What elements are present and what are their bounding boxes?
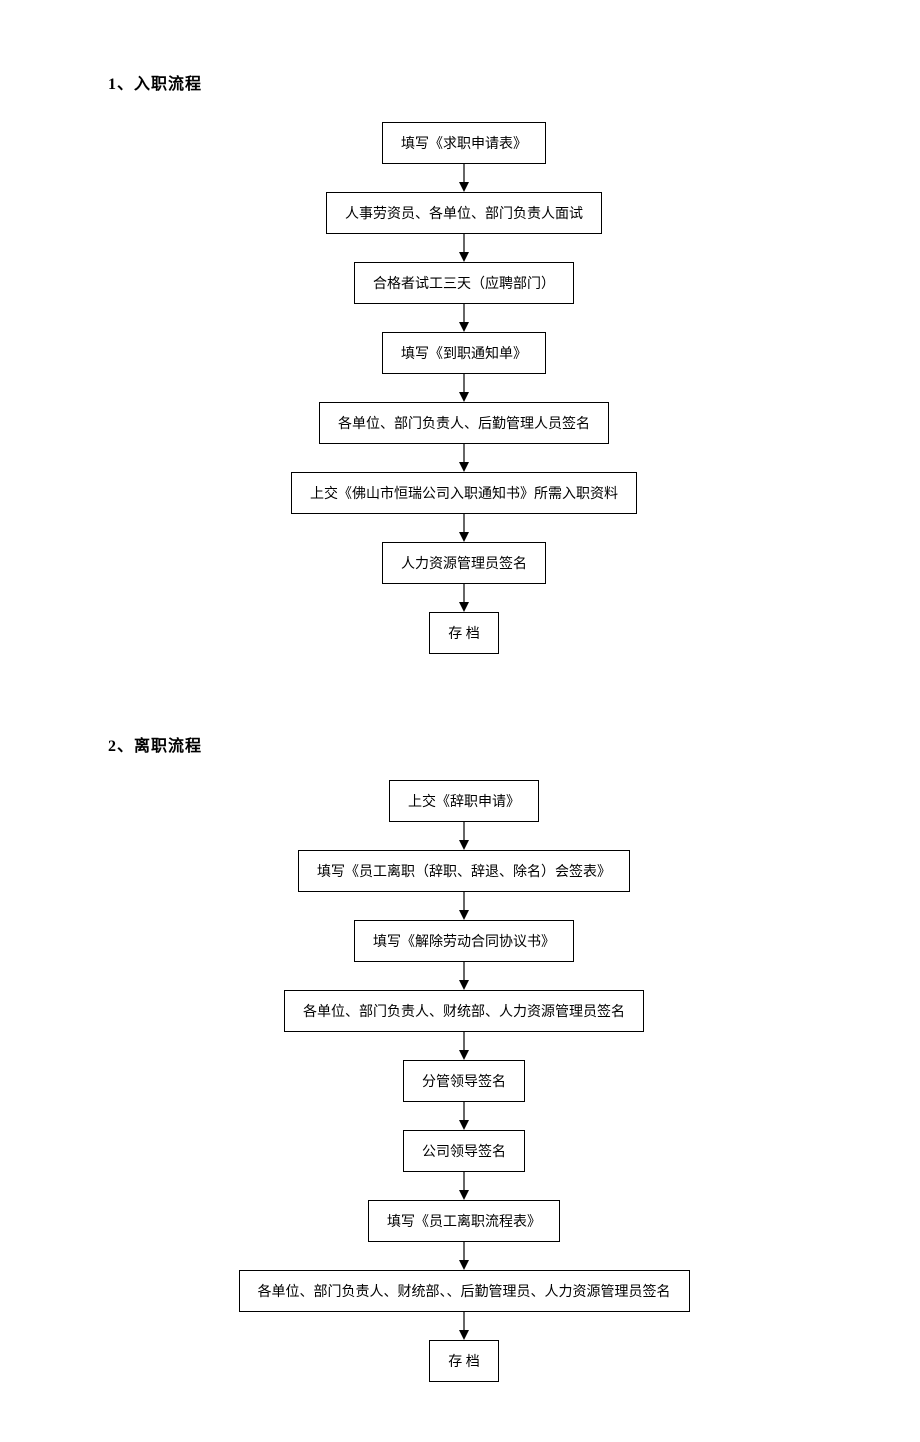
onboarding-flowchart: 填写《求职申请表》 人事劳资员、各单位、部门负责人面试 合格者试工三天（应聘部门… (108, 122, 820, 654)
arrow-down-icon (457, 164, 471, 192)
arrow-down-icon (457, 234, 471, 262)
arrow-down-icon (457, 822, 471, 850)
flow-step: 填写《员工离职流程表》 (368, 1200, 560, 1242)
arrow-down-icon (457, 1242, 471, 1270)
arrow-down-icon (457, 1102, 471, 1130)
flow-step: 各单位、部门负责人、后勤管理人员签名 (319, 402, 609, 444)
section1-title: 1、入职流程 (108, 70, 820, 94)
flow-step: 存 档 (429, 612, 499, 654)
arrow-down-icon (457, 962, 471, 990)
arrow-down-icon (457, 1172, 471, 1200)
flow-step: 人力资源管理员签名 (382, 542, 546, 584)
flow-step: 填写《到职通知单》 (382, 332, 546, 374)
flow-step: 填写《解除劳动合同协议书》 (354, 920, 574, 962)
flow-step: 人事劳资员、各单位、部门负责人面试 (326, 192, 602, 234)
arrow-down-icon (457, 374, 471, 402)
flow-step: 上交《辞职申请》 (389, 780, 539, 822)
flow-step: 合格者试工三天（应聘部门） (354, 262, 574, 304)
flow-step: 上交《佛山市恒瑞公司入职通知书》所需入职资料 (291, 472, 637, 514)
arrow-down-icon (457, 584, 471, 612)
flow-step: 分管领导签名 (403, 1060, 525, 1102)
offboarding-flowchart: 上交《辞职申请》 填写《员工离职（辞职、辞退、除名）会签表》 填写《解除劳动合同… (108, 780, 820, 1382)
flow-step: 填写《员工离职（辞职、辞退、除名）会签表》 (298, 850, 630, 892)
section2-title: 2、离职流程 (108, 732, 820, 756)
arrow-down-icon (457, 514, 471, 542)
arrow-down-icon (457, 444, 471, 472)
flow-step: 存 档 (429, 1340, 499, 1382)
flow-step: 各单位、部门负责人、财统部、、后勤管理员、人力资源管理员签名 (239, 1270, 690, 1312)
arrow-down-icon (457, 892, 471, 920)
arrow-down-icon (457, 1312, 471, 1340)
flow-step: 各单位、部门负责人、财统部、人力资源管理员签名 (284, 990, 644, 1032)
flow-step: 填写《求职申请表》 (382, 122, 546, 164)
arrow-down-icon (457, 304, 471, 332)
arrow-down-icon (457, 1032, 471, 1060)
flow-step: 公司领导签名 (403, 1130, 525, 1172)
